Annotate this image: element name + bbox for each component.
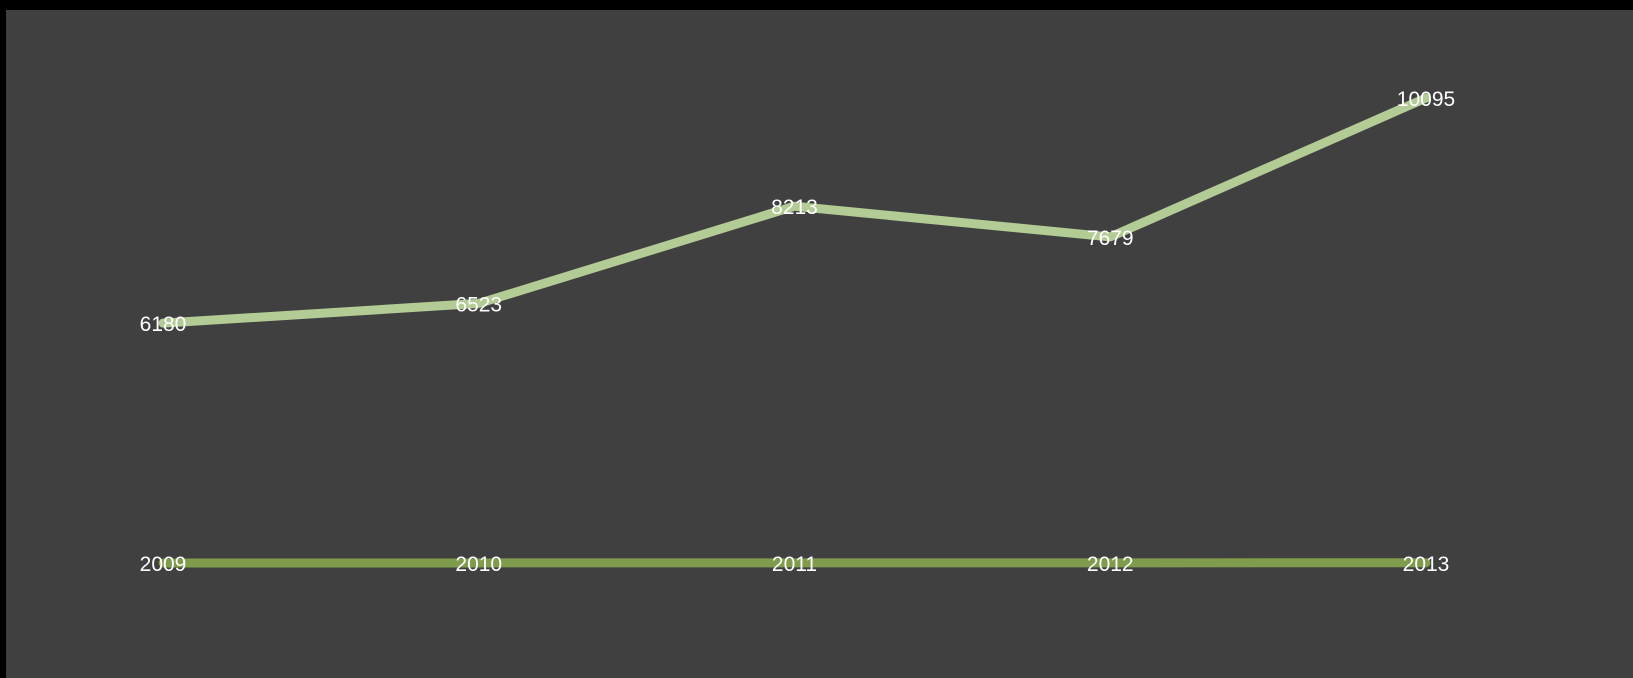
series-1-data-label: 10095 [1397, 88, 1455, 111]
data-label-layer: 6180 6523 8213 7679 10095 2009 2010 2011 2012 201… [140, 88, 1456, 576]
line-chart: 6180 6523 8213 7679 10095 2009 2010 2011 2012 201… [140, 88, 1456, 576]
series-2-data-label: 2012 [1087, 553, 1134, 576]
series-2-data-label: 2010 [455, 553, 502, 576]
series-1-data-label: 6180 [140, 313, 187, 336]
series-2-data-label: 2009 [140, 553, 187, 576]
series-2-data-label: 2013 [1403, 553, 1450, 576]
series-1-data-label: 6523 [455, 293, 502, 316]
series-1-line [158, 93, 1431, 328]
series-1-data-label: 8213 [771, 196, 818, 219]
series-1-data-label: 7679 [1087, 227, 1134, 250]
series-layer [158, 93, 1431, 568]
chart-area: 6180 6523 8213 7679 10095 2009 2010 2011 2012 201… [6, 10, 1633, 678]
series-2-data-label: 2011 [772, 553, 817, 576]
